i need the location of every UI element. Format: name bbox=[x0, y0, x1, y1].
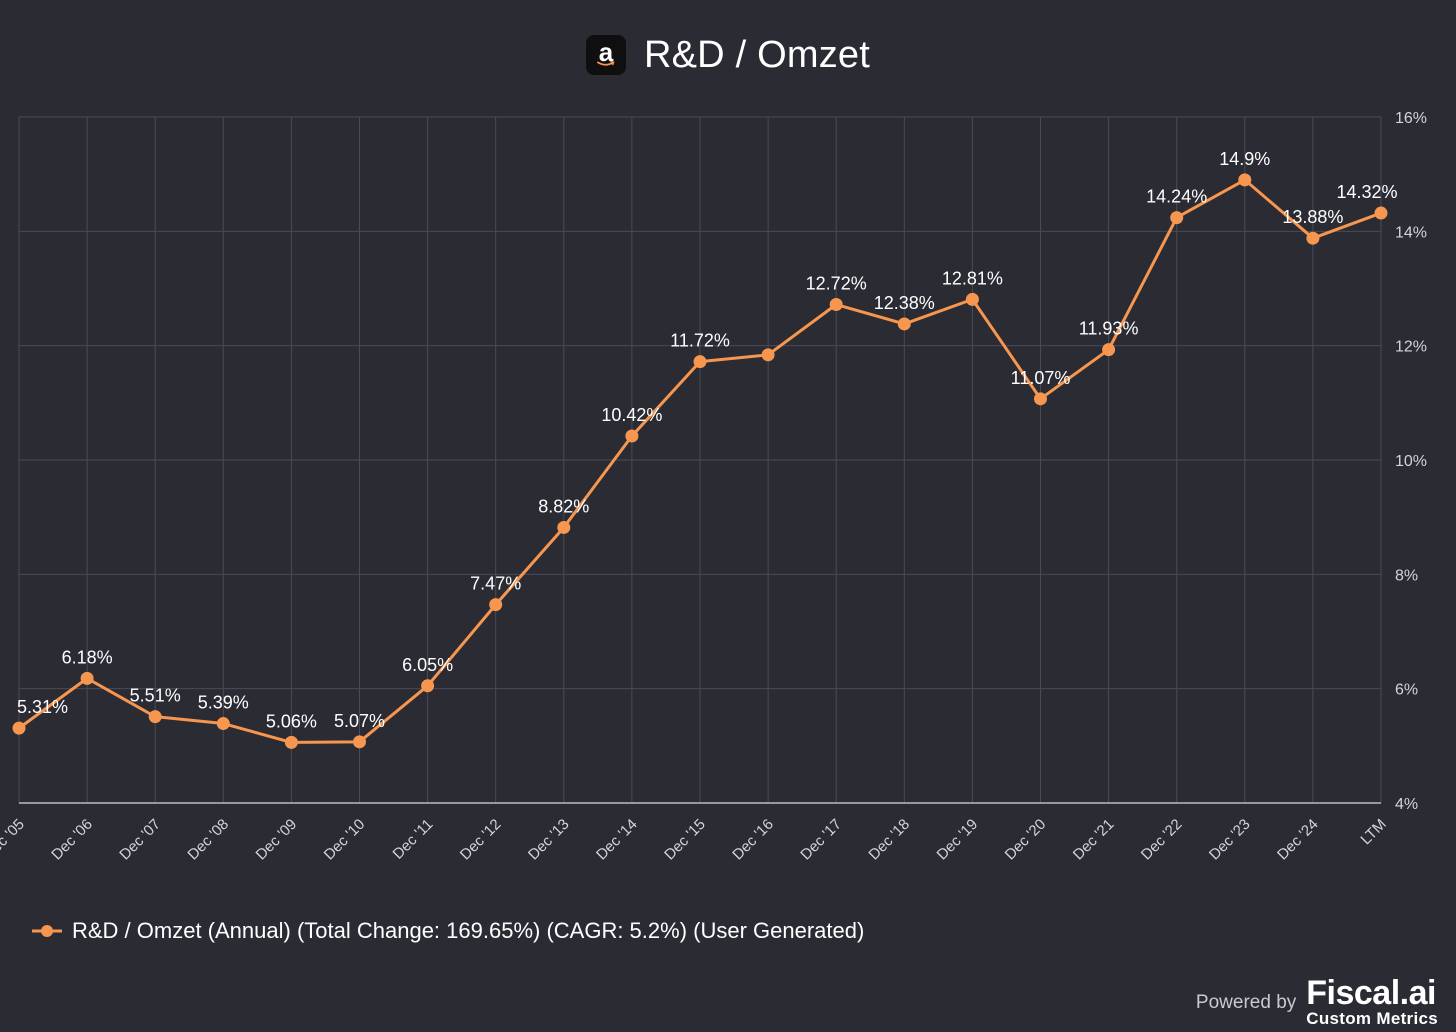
x-tick-label: Dec '22 bbox=[1138, 816, 1186, 864]
x-tick-label: Dec '18 bbox=[865, 816, 913, 864]
x-tick-label: Dec '08 bbox=[184, 816, 232, 864]
x-tick-label: Dec '10 bbox=[321, 816, 369, 864]
legend-swatch-icon bbox=[32, 925, 62, 937]
data-point bbox=[489, 598, 503, 612]
data-point bbox=[284, 735, 298, 749]
data-label: 6.18% bbox=[62, 647, 113, 667]
data-point bbox=[625, 429, 639, 443]
x-tick-label: LTM bbox=[1357, 816, 1389, 848]
brand-subtitle: Custom Metrics bbox=[1306, 1009, 1438, 1028]
x-tick-label: Dec '14 bbox=[593, 816, 641, 864]
data-point bbox=[1374, 206, 1388, 220]
chart-header: a R&D / Omzet bbox=[0, 30, 1456, 80]
logo-smile-icon bbox=[597, 61, 615, 66]
chart-legend[interactable]: R&D / Omzet (Annual) (Total Change: 169.… bbox=[32, 918, 864, 944]
x-tick-label: Dec '17 bbox=[797, 816, 845, 864]
powered-by-text: Powered by bbox=[1195, 992, 1297, 1013]
data-point bbox=[1170, 211, 1184, 225]
data-label: 6.05% bbox=[402, 655, 453, 675]
amazon-logo-icon: a bbox=[585, 35, 626, 75]
data-label: 14.24% bbox=[1146, 187, 1207, 207]
data-label: 11.93% bbox=[1079, 319, 1139, 339]
y-tick-label: 8% bbox=[1395, 567, 1418, 584]
data-point bbox=[1306, 231, 1320, 245]
data-label: 5.31% bbox=[17, 697, 68, 717]
data-point bbox=[216, 717, 230, 731]
data-label: 12.38% bbox=[874, 293, 935, 313]
data-label-layer: 5.31% 6.18% 5.51% 5.39% 5.06% 5.07% 6.05% 7.47%… bbox=[17, 149, 1398, 732]
data-label: 13.88% bbox=[1282, 207, 1343, 227]
data-point bbox=[897, 317, 911, 331]
x-tick-label: Dec '16 bbox=[729, 816, 777, 864]
data-point bbox=[80, 671, 94, 685]
x-tick-label: Dec '19 bbox=[934, 816, 982, 864]
x-tick-label: Dec '05 bbox=[0, 816, 28, 864]
x-tick-label: Dec '09 bbox=[253, 816, 301, 864]
x-tick-label: Dec '06 bbox=[48, 816, 96, 864]
data-point bbox=[965, 292, 979, 306]
data-point bbox=[12, 721, 26, 735]
data-point bbox=[148, 710, 162, 724]
data-label: 14.9% bbox=[1219, 149, 1270, 169]
y-tick-label: 4% bbox=[1395, 796, 1418, 813]
x-tick-label: Dec '11 bbox=[390, 816, 437, 863]
data-label: 8.82% bbox=[538, 496, 589, 516]
y-tick-label: 16% bbox=[1395, 110, 1427, 127]
x-tick-label: Dec '23 bbox=[1206, 816, 1254, 864]
axis-layer: 4% 6% 8% 10% 12% 14% 16% Dec '05 Dec '06 Dec '07 D… bbox=[0, 110, 1427, 863]
data-point bbox=[1102, 343, 1116, 357]
data-point bbox=[761, 348, 775, 362]
brand-name: Fiscal.ai bbox=[1306, 974, 1436, 1012]
legend-label: R&D / Omzet (Annual) (Total Change: 169.… bbox=[72, 918, 865, 943]
data-label: 5.51% bbox=[130, 686, 181, 706]
data-point bbox=[557, 520, 571, 534]
data-label: 10.42% bbox=[601, 405, 662, 425]
data-point bbox=[353, 735, 366, 749]
x-tick-label: Dec '20 bbox=[1002, 816, 1050, 864]
x-tick-label: Dec '24 bbox=[1274, 816, 1322, 864]
data-label: 7.47% bbox=[470, 574, 521, 594]
data-point bbox=[421, 679, 435, 693]
y-tick-label: 10% bbox=[1395, 453, 1427, 470]
data-label: 11.72% bbox=[670, 331, 730, 351]
data-label: 5.06% bbox=[266, 711, 317, 731]
data-label: 11.07% bbox=[1011, 368, 1071, 388]
data-label: 5.07% bbox=[334, 711, 385, 731]
series-layer bbox=[12, 173, 1388, 749]
chart-title: R&D / Omzet bbox=[643, 33, 870, 76]
y-tick-label: 14% bbox=[1395, 224, 1427, 241]
logo-letter: a bbox=[598, 37, 614, 67]
data-point bbox=[693, 355, 707, 369]
y-tick-label: 6% bbox=[1395, 682, 1418, 699]
data-label: 12.81% bbox=[942, 268, 1003, 288]
data-label: 12.72% bbox=[806, 274, 867, 294]
data-point bbox=[1034, 392, 1047, 406]
grid-layer bbox=[18, 116, 1382, 804]
data-point bbox=[829, 298, 843, 312]
x-tick-label: Dec '07 bbox=[116, 816, 164, 864]
y-tick-label: 12% bbox=[1395, 339, 1427, 356]
branding: Powered by Fiscal.ai Custom Metrics bbox=[1196, 976, 1438, 1028]
brand-logo: Fiscal.ai Custom Metrics bbox=[1306, 976, 1438, 1028]
data-point bbox=[1238, 173, 1252, 187]
x-tick-label: Dec '13 bbox=[525, 816, 573, 864]
x-tick-label: Dec '12 bbox=[457, 816, 505, 864]
data-label: 5.39% bbox=[198, 693, 249, 713]
x-tick-label: Dec '15 bbox=[661, 816, 709, 864]
x-tick-label: Dec '21 bbox=[1070, 816, 1118, 864]
data-label: 14.32% bbox=[1336, 182, 1397, 202]
